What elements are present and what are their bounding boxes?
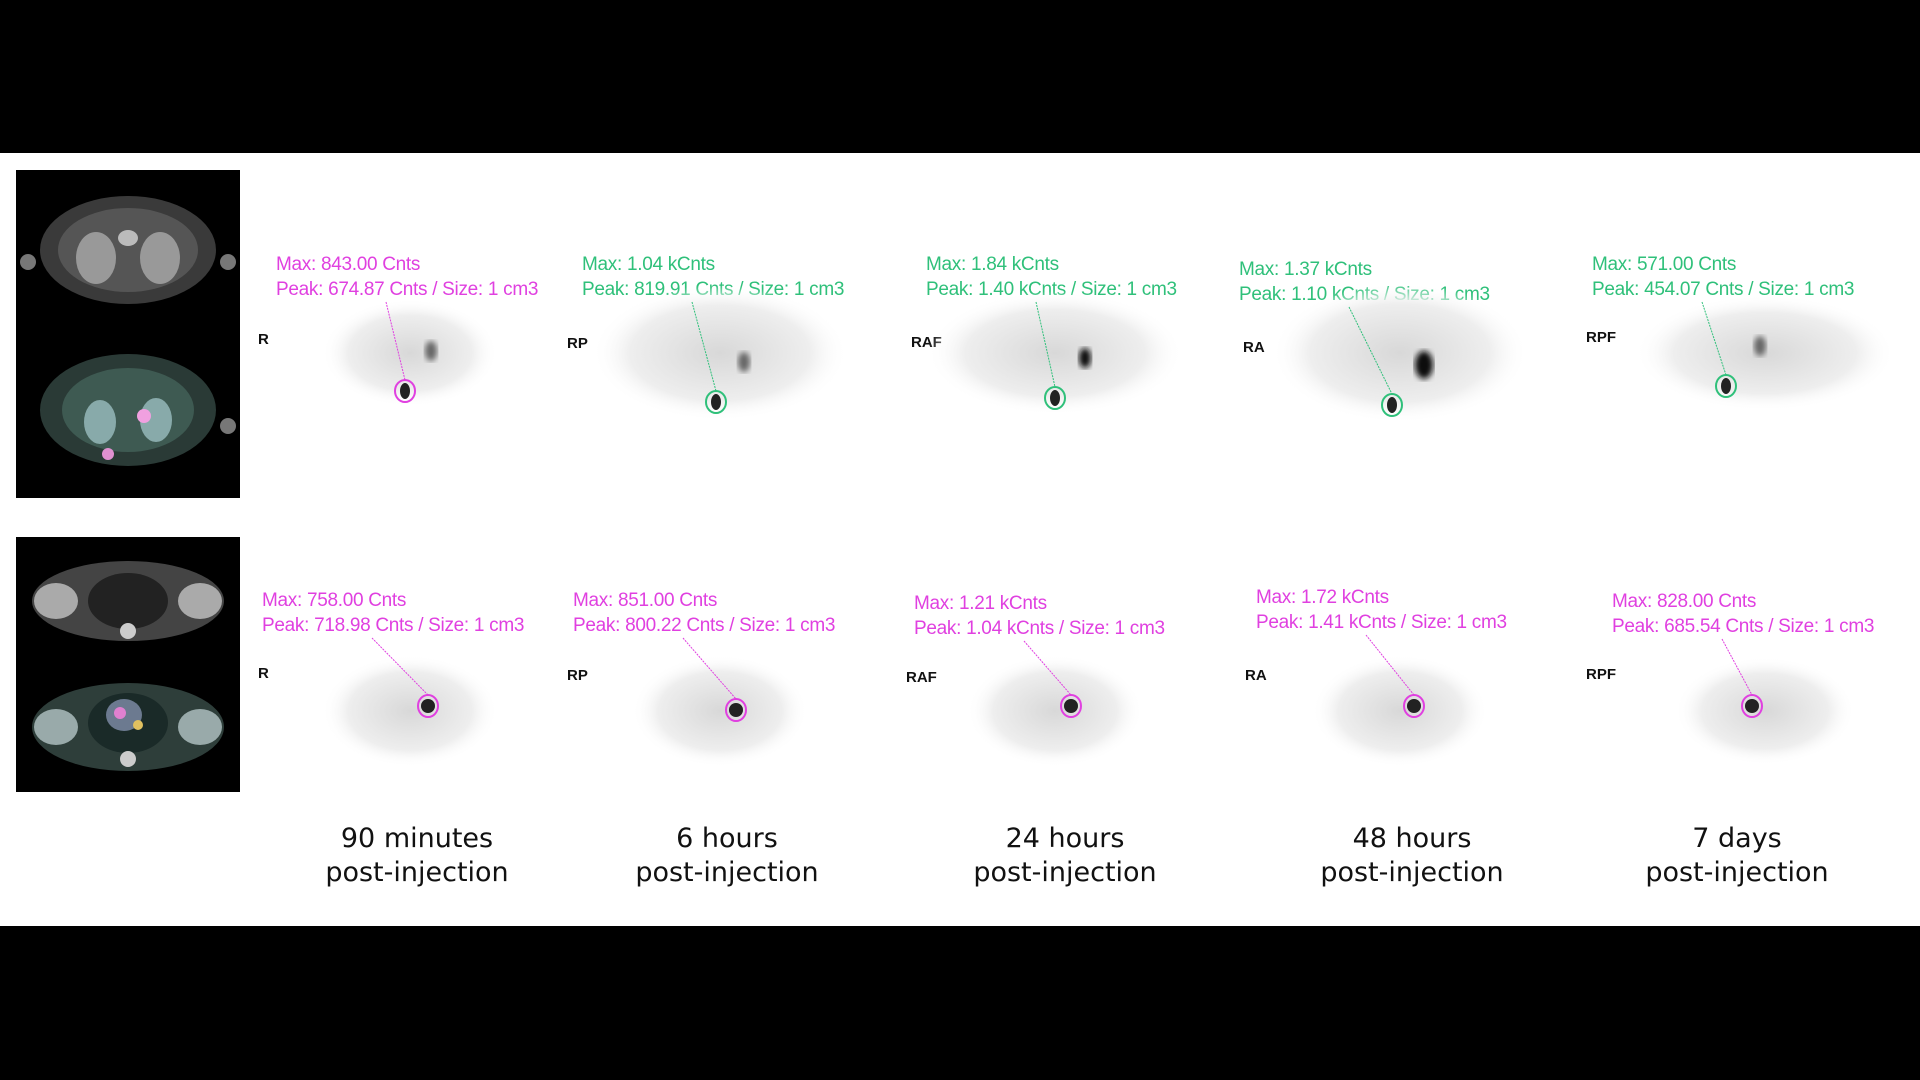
max-label-bottom-1: Max: 758.00 Cnts — [262, 590, 407, 611]
max-label-bottom-5: Max: 828.00 Cnts — [1612, 591, 1757, 612]
body-outline — [1272, 283, 1528, 423]
roi-circle — [725, 698, 747, 722]
timepoint-label-5: 7 days post-injection — [1607, 822, 1867, 890]
peak-label-bottom-2: Peak: 800.22 Cnts / Size: 1 cm3 — [573, 615, 836, 636]
roi-circle — [394, 379, 416, 403]
body-outline — [1312, 655, 1488, 767]
timepoint-4-line2: post-injection — [1320, 857, 1504, 888]
peak-label-top-5: Peak: 454.07 Cnts / Size: 1 cm3 — [1592, 279, 1855, 300]
pet-scan-top-3 — [927, 291, 1183, 415]
roi-leader-line — [1348, 306, 1393, 395]
timepoint-5-line2: post-injection — [1645, 857, 1829, 888]
max-label-top-4: Max: 1.37 kCnts — [1239, 259, 1372, 280]
orientation-label-bottom-5: RPF — [1586, 666, 1616, 683]
pelvis-ct-fusion-thumbnail — [16, 170, 240, 498]
timepoint-5-line1: 7 days — [1692, 823, 1782, 854]
lesion-uptake-spot — [1064, 699, 1078, 713]
lesion-uptake-spot — [1745, 699, 1759, 713]
body-outline — [1635, 295, 1895, 411]
secondary-uptake-spot — [1415, 351, 1433, 379]
peak-label-bottom-4: Peak: 1.41 kCnts / Size: 1 cm3 — [1256, 612, 1507, 633]
pet-scan-top-2 — [592, 285, 848, 421]
roi-leader-line — [1721, 638, 1753, 696]
body-outline — [322, 655, 498, 767]
lesion-uptake-spot — [729, 703, 743, 717]
chest-ct-fusion-thumbnail — [16, 537, 240, 792]
pet-scan-top-1 — [322, 299, 498, 407]
body-outline — [632, 655, 808, 767]
body-outline — [592, 285, 848, 421]
peak-label-top-1: Peak: 674.87 Cnts / Size: 1 cm3 — [276, 279, 539, 300]
body-outline — [1675, 657, 1855, 765]
secondary-uptake-spot — [1754, 336, 1766, 356]
timepoint-2-line2: post-injection — [635, 857, 819, 888]
lesion-uptake-spot — [1387, 397, 1397, 413]
peak-label-bottom-1: Peak: 718.98 Cnts / Size: 1 cm3 — [262, 615, 525, 636]
roi-leader-line — [691, 301, 717, 392]
orientation-label-top-4: RA — [1243, 339, 1265, 356]
secondary-uptake-spot — [738, 352, 750, 372]
roi-leader-line — [385, 301, 406, 381]
roi-leader-line — [1035, 301, 1056, 388]
timepoint-2-line1: 6 hours — [676, 823, 778, 854]
max-label-bottom-3: Max: 1.21 kCnts — [914, 593, 1047, 614]
orientation-label-bottom-1: R — [258, 665, 269, 682]
secondary-uptake-spot — [1079, 348, 1091, 368]
timepoint-label-3: 24 hours post-injection — [935, 822, 1195, 890]
orientation-label-bottom-3: RAF — [906, 669, 937, 686]
lesion-uptake-spot — [1407, 699, 1421, 713]
pet-scan-bottom-1 — [322, 637, 498, 767]
lesion-uptake-spot — [1721, 378, 1731, 394]
timepoint-4-line1: 48 hours — [1352, 823, 1472, 854]
timepoint-3-line2: post-injection — [973, 857, 1157, 888]
max-label-top-3: Max: 1.84 kCnts — [926, 254, 1059, 275]
secondary-uptake-spot — [425, 341, 437, 361]
timepoint-1-line2: post-injection — [325, 857, 509, 888]
roi-leader-line — [682, 637, 737, 700]
orientation-label-top-1: R — [258, 331, 269, 348]
orientation-label-bottom-4: RA — [1245, 667, 1267, 684]
max-label-top-1: Max: 843.00 Cnts — [276, 254, 421, 275]
timepoint-1-line1: 90 minutes — [340, 823, 494, 854]
lesion-uptake-spot — [711, 394, 721, 410]
orientation-label-bottom-2: RP — [567, 667, 588, 684]
pet-scan-bottom-4 — [1312, 634, 1488, 767]
body-outline — [927, 291, 1183, 415]
peak-label-bottom-5: Peak: 685.54 Cnts / Size: 1 cm3 — [1612, 616, 1875, 637]
roi-leader-line — [371, 637, 429, 696]
timepoint-label-1: 90 minutes post-injection — [287, 822, 547, 890]
pet-scan-bottom-5 — [1675, 638, 1855, 765]
timepoint-3-line1: 24 hours — [1005, 823, 1125, 854]
timepoint-label-4: 48 hours post-injection — [1282, 822, 1542, 890]
max-label-top-2: Max: 1.04 kCnts — [582, 254, 715, 275]
roi-leader-line — [1701, 301, 1727, 376]
lesion-uptake-spot — [421, 699, 435, 713]
body-outline — [967, 655, 1143, 767]
orientation-label-top-5: RPF — [1586, 329, 1616, 346]
max-label-top-5: Max: 571.00 Cnts — [1592, 254, 1737, 275]
pet-scan-top-4 — [1272, 283, 1528, 423]
roi-circle — [705, 390, 727, 414]
max-label-bottom-2: Max: 851.00 Cnts — [573, 590, 718, 611]
lesion-uptake-spot — [1050, 390, 1060, 406]
roi-circle — [1060, 694, 1082, 718]
figure-panel: R Max: 843.00 Cnts Peak: 674.87 Cnts / Siz… — [0, 153, 1920, 926]
peak-label-bottom-3: Peak: 1.04 kCnts / Size: 1 cm3 — [914, 618, 1165, 639]
pet-scan-bottom-3 — [967, 640, 1143, 767]
pet-scan-bottom-2 — [632, 637, 808, 767]
roi-leader-line — [1365, 634, 1415, 696]
peak-label-top-3: Peak: 1.40 kCnts / Size: 1 cm3 — [926, 279, 1177, 300]
lesion-uptake-spot — [400, 383, 410, 399]
pet-scan-top-5 — [1635, 295, 1895, 411]
max-label-bottom-4: Max: 1.72 kCnts — [1256, 587, 1389, 608]
orientation-label-top-2: RP — [567, 335, 588, 352]
body-outline — [322, 299, 498, 407]
timepoint-label-2: 6 hours post-injection — [597, 822, 857, 890]
